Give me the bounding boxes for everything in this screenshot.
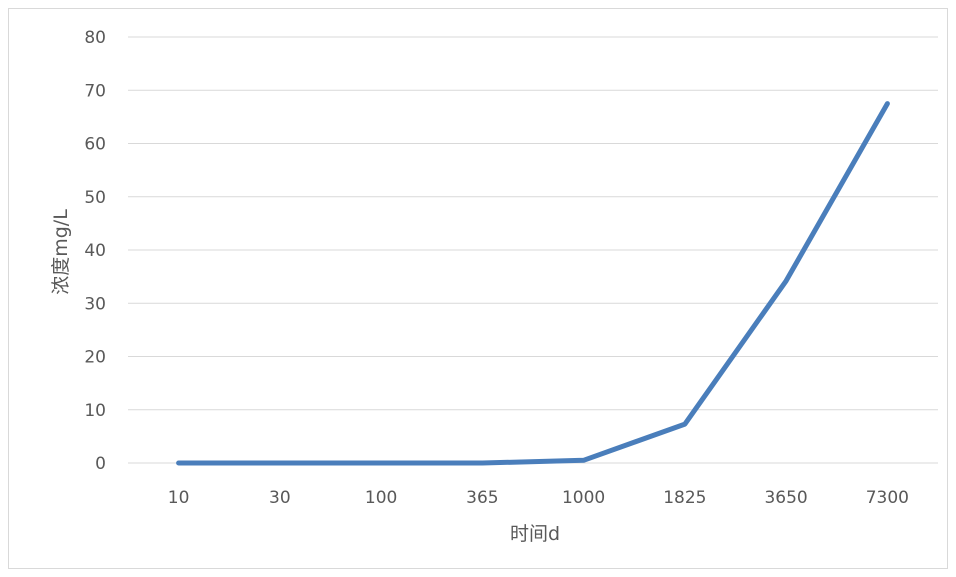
y-tick-label: 50: [84, 188, 106, 208]
y-tick-label: 70: [84, 81, 106, 101]
x-tick-labels: 10 30 100 365 1000 1825 3650 7300: [168, 488, 909, 508]
series-lines: [176, 101, 890, 466]
x-tick-label: 100: [365, 488, 397, 508]
x-tick-label: 30: [269, 488, 291, 508]
x-tick-label: 3650: [764, 488, 807, 508]
y-tick-label: 60: [84, 135, 106, 155]
x-axis-title: 时间d: [510, 523, 560, 545]
x-tick-label: 1000: [562, 488, 605, 508]
y-tick-label: 80: [84, 28, 106, 48]
x-tick-label: 365: [466, 488, 498, 508]
x-tick-label: 1825: [663, 488, 706, 508]
series-line-0: [176, 101, 890, 466]
x-tick-label: 7300: [866, 488, 909, 508]
y-tick-labels: 0 10 20 30 40 50 60 70 80: [84, 28, 106, 474]
x-tick-label: 10: [168, 488, 190, 508]
y-tick-label: 30: [84, 294, 106, 314]
gridlines: [128, 36, 938, 464]
y-axis-title: 浓度mg/L: [50, 209, 72, 295]
y-tick-label: 0: [95, 454, 106, 474]
y-tick-label: 40: [84, 241, 106, 261]
y-tick-label: 10: [84, 401, 106, 421]
chart-frame: [8, 8, 948, 569]
y-tick-label: 20: [84, 348, 106, 368]
